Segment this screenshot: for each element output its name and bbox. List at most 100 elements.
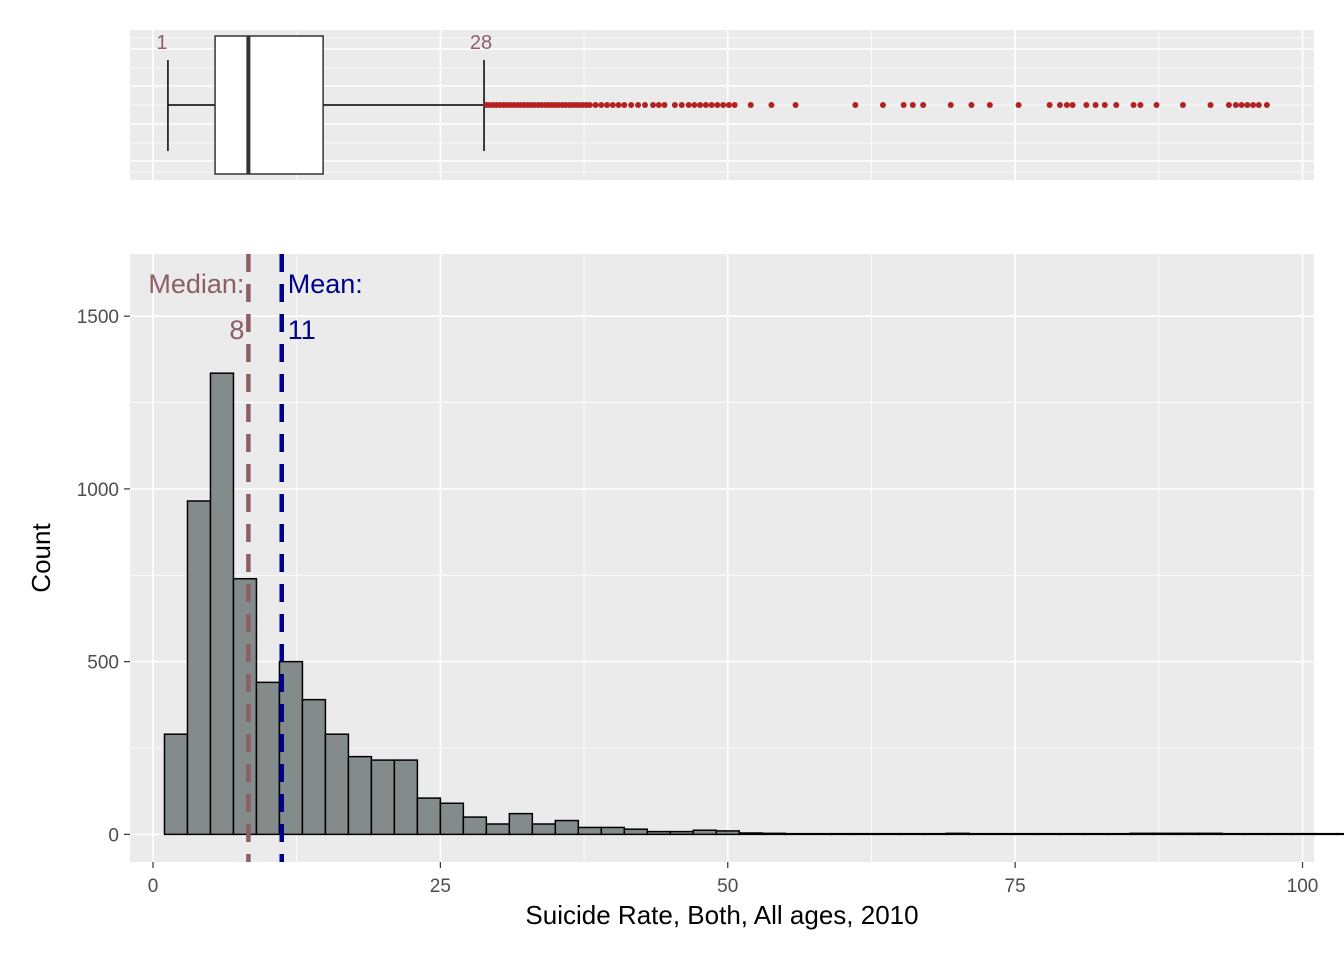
outlier-point: [598, 102, 605, 108]
histogram-bar: [554, 819, 580, 836]
outlier-point: [650, 102, 657, 108]
histogram-bar: [1313, 832, 1338, 836]
histogram-bar: [876, 832, 901, 836]
histogram-bar: [1267, 832, 1292, 836]
reference-lines: [246, 254, 284, 862]
outlier-point: [678, 102, 685, 108]
outlier-point: [635, 102, 642, 108]
histogram-bar: [968, 832, 993, 836]
outlier-point: [691, 102, 698, 108]
median-value-label: 8: [229, 315, 244, 345]
whisker-high-label: 28: [470, 32, 492, 54]
histogram-panel: Median: 8 Mean: 11 0 25 50 75 100 0 500 1000 15…: [26, 254, 1344, 930]
y-tick-label: 0: [108, 825, 119, 846]
outlier-point: [661, 102, 668, 108]
histogram-bar: [1152, 832, 1177, 836]
outlier-point: [900, 102, 907, 108]
y-axis-title: Count: [26, 523, 56, 593]
histogram-bar: [1083, 832, 1108, 836]
x-axis-title: Suicide Rate, Both, All ages, 2010: [525, 900, 918, 930]
outlier-point: [968, 102, 975, 108]
y-axis-ticks: 0 500 1000 1500: [77, 307, 130, 846]
outlier-point: [1130, 102, 1137, 108]
y-tick-label: 500: [87, 653, 119, 674]
outlier-point: [1056, 102, 1063, 108]
histogram-bar: [945, 832, 970, 836]
outlier-point: [1238, 102, 1245, 108]
histogram-bar: [347, 755, 373, 836]
outlier-point: [1179, 102, 1186, 108]
histogram-bar: [186, 500, 212, 836]
histogram-bar: [370, 759, 396, 836]
outlier-point: [768, 102, 775, 108]
histogram-bar: [669, 830, 695, 836]
outlier-point: [592, 102, 599, 108]
histogram-bar: [1060, 832, 1085, 836]
outlier-point: [747, 102, 754, 108]
histogram-bar: [1290, 832, 1315, 836]
histogram-bar: [830, 832, 855, 836]
x-tick-label: 50: [717, 876, 738, 897]
outlier-point: [1015, 102, 1022, 108]
histogram-bar: [232, 577, 258, 836]
y-tick-label: 1500: [77, 307, 119, 328]
mean-value-label: 11: [288, 315, 316, 345]
whisker-low-label: 1: [156, 32, 167, 54]
outlier-point: [1250, 102, 1257, 108]
outlier-point: [641, 102, 648, 108]
outlier-point: [909, 102, 916, 108]
histogram-bar: [1037, 832, 1062, 836]
x-tick-label: 100: [1287, 876, 1319, 897]
histogram-bar: [784, 832, 809, 836]
histogram-bar: [1336, 832, 1344, 836]
x-tick-label: 0: [148, 876, 159, 897]
outlier-point: [708, 102, 715, 108]
histogram-bar: [600, 826, 626, 836]
histogram-bar: [439, 802, 465, 836]
histogram-bar: [324, 733, 350, 836]
outlier-point: [604, 102, 611, 108]
outlier-point: [1153, 102, 1160, 108]
outlier-point: [586, 102, 593, 108]
median-label: Median:: [148, 269, 244, 299]
histogram-bar: [761, 832, 786, 836]
histogram-bar: [531, 823, 557, 836]
histogram-bar: [1014, 832, 1039, 836]
outlier-point: [1255, 102, 1262, 108]
outlier-point: [628, 102, 635, 108]
outlier-point: [1083, 102, 1090, 108]
histogram-bar: [485, 823, 511, 836]
outlier-point: [1092, 102, 1099, 108]
outlier-point: [1232, 102, 1239, 108]
outlier-point: [615, 102, 622, 108]
histogram-bar: [1106, 832, 1131, 836]
histogram-bar: [646, 830, 672, 836]
outlier-point: [1137, 102, 1144, 108]
histogram-bar: [1129, 832, 1154, 836]
outlier-point: [1101, 102, 1108, 108]
outlier-point: [702, 102, 709, 108]
histogram-bar: [1175, 832, 1200, 836]
histogram-bar: [1221, 832, 1246, 836]
histogram-bar: [209, 372, 235, 836]
outlier-point: [697, 102, 704, 108]
outlier-point: [685, 102, 692, 108]
outlier-point: [1046, 102, 1053, 108]
histogram-bar: [807, 832, 832, 836]
y-tick-label: 1000: [77, 480, 119, 501]
histogram-bars: [163, 372, 1344, 836]
outlier-point: [731, 102, 738, 108]
outlier-point: [655, 102, 662, 108]
histogram-bar: [416, 797, 442, 836]
outlier-point: [792, 102, 799, 108]
outlier-point: [879, 102, 886, 108]
histogram-bar: [922, 832, 947, 836]
histogram-bar: [393, 759, 419, 836]
histogram-bar: [1198, 832, 1223, 836]
outlier-point: [1063, 102, 1070, 108]
outlier-point: [986, 102, 993, 108]
boxplot-panel: 1 28: [130, 30, 1314, 180]
outlier-point: [714, 102, 721, 108]
mean-label: Mean:: [288, 269, 363, 299]
